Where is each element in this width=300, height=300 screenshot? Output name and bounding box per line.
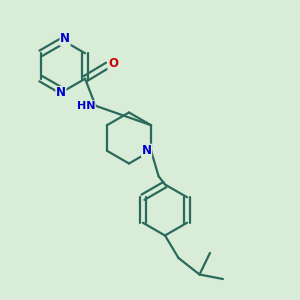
Text: N: N [60,32,70,46]
Text: N: N [56,86,66,100]
Text: N: N [142,144,152,157]
Text: HN: HN [77,101,95,111]
Text: O: O [108,57,118,70]
